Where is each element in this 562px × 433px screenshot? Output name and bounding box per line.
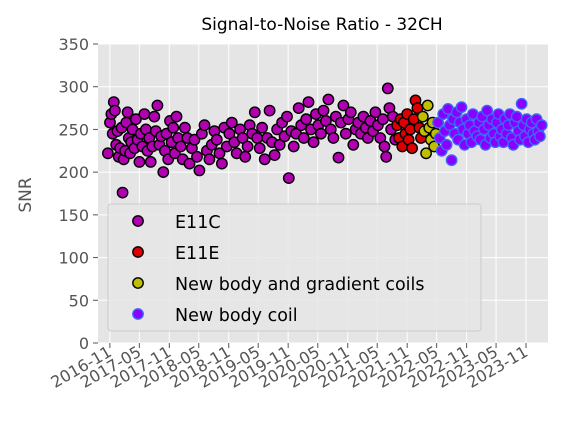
data-point <box>319 115 332 127</box>
data-point <box>297 132 310 144</box>
data-point <box>292 102 305 115</box>
data-point <box>198 119 211 132</box>
data-point <box>314 127 327 140</box>
series-0 <box>102 82 402 199</box>
data-point <box>183 157 196 170</box>
data-point <box>258 153 271 166</box>
data-point <box>138 108 151 121</box>
data-point <box>339 127 352 140</box>
data-point <box>281 110 293 123</box>
data-point <box>109 104 121 117</box>
data-point <box>225 116 238 129</box>
data-point <box>440 138 453 151</box>
data-point <box>432 116 444 129</box>
chart-title: Signal-to-Noise Ratio - 32CH <box>201 15 442 35</box>
legend-label: E11C <box>175 213 221 233</box>
data-point <box>268 149 281 162</box>
data-point <box>347 138 360 151</box>
data-point <box>378 140 391 153</box>
legend-label: New body coil <box>175 306 298 326</box>
data-point <box>223 127 236 140</box>
data-point <box>148 110 161 123</box>
data-point <box>167 121 180 134</box>
data-point <box>102 147 114 160</box>
data-point <box>174 140 187 153</box>
data-point <box>337 99 350 112</box>
y-tick-label: 150 <box>58 206 89 225</box>
data-point <box>421 99 434 112</box>
legend: E11C E11E New body and gradient coils New b… <box>107 203 482 332</box>
data-point <box>307 136 320 149</box>
data-point <box>287 140 300 153</box>
data-point <box>420 147 432 160</box>
data-point <box>253 142 266 155</box>
data-point <box>133 155 146 168</box>
legend-label: E11E <box>175 244 219 264</box>
data-point <box>481 104 493 117</box>
data-point <box>236 132 249 144</box>
data-point <box>116 186 129 199</box>
data-point <box>170 110 183 123</box>
legend-marker <box>132 308 144 320</box>
data-point <box>239 150 252 163</box>
data-point <box>376 113 389 126</box>
data-point <box>332 151 345 164</box>
data-point <box>193 164 206 177</box>
y-tick-label: 100 <box>58 249 89 268</box>
data-point <box>178 121 191 134</box>
data-point <box>317 104 330 117</box>
data-point <box>248 106 261 119</box>
data-point <box>515 97 528 110</box>
data-point <box>215 157 228 170</box>
data-point <box>322 93 335 106</box>
data-point <box>406 142 418 155</box>
data-point <box>535 119 548 132</box>
data-point <box>445 154 458 167</box>
x-axis-ticks: 2016-112017-052017-112018-052018-112019-… <box>47 342 531 392</box>
data-point <box>302 96 315 109</box>
data-point <box>144 155 157 168</box>
data-point <box>263 104 276 117</box>
data-point <box>203 153 216 166</box>
data-point <box>151 99 164 112</box>
data-point <box>381 82 394 95</box>
y-tick-label: 200 <box>58 163 89 182</box>
y-tick-label: 250 <box>58 120 89 139</box>
data-point <box>256 121 268 134</box>
data-point <box>129 113 142 126</box>
data-point <box>300 113 313 126</box>
data-point <box>157 166 170 179</box>
y-tick-label: 0 <box>79 334 89 353</box>
data-point <box>534 130 546 143</box>
data-point <box>273 138 286 151</box>
y-axis-ticks: 0 50 100 150 200 250 300 350 <box>58 35 98 353</box>
legend-marker <box>132 215 144 227</box>
data-points <box>102 82 548 199</box>
data-point <box>344 106 357 119</box>
data-point <box>191 150 203 163</box>
data-point <box>380 150 393 163</box>
legend-marker <box>132 277 144 289</box>
data-point <box>251 132 264 144</box>
y-axis-label: SNR <box>16 177 36 213</box>
series-3 <box>432 97 548 167</box>
data-point <box>241 140 254 153</box>
data-point <box>121 106 134 119</box>
legend-marker <box>132 246 144 258</box>
y-tick-label: 300 <box>58 78 89 97</box>
data-point <box>416 110 429 123</box>
data-point <box>327 132 340 144</box>
data-point <box>455 101 468 114</box>
data-point <box>282 172 295 185</box>
y-tick-label: 50 <box>69 291 89 310</box>
data-point <box>369 106 382 119</box>
data-point <box>210 133 223 146</box>
y-tick-label: 350 <box>58 35 89 54</box>
legend-label: New body and gradient coils <box>175 275 425 295</box>
legend-box <box>107 203 482 332</box>
